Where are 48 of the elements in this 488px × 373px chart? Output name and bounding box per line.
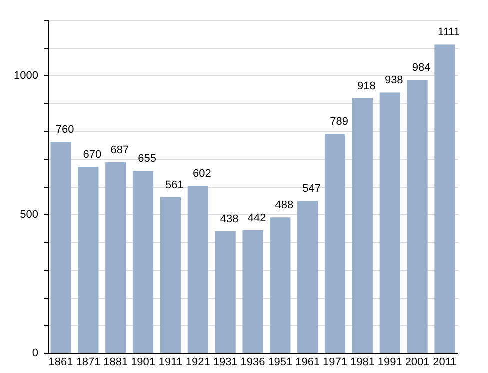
x-tick-label: 1961 (296, 356, 320, 368)
data-label: 602 (192, 168, 212, 180)
data-label: 938 (384, 74, 404, 87)
bar (160, 197, 182, 353)
data-label: 655 (138, 153, 156, 166)
x-tick-label: 1881 (104, 356, 128, 368)
data-label: 442 (248, 212, 266, 224)
x-tick-label: 1936 (240, 356, 266, 368)
x-tick-label: 2011 (433, 356, 457, 368)
data-label: 488 (275, 200, 294, 212)
bar (270, 218, 291, 353)
x-tick-label: 1901 (131, 356, 156, 368)
bar (434, 44, 456, 353)
data-label: 984 (412, 62, 431, 74)
data-label: 789 (330, 116, 348, 128)
bar (50, 142, 72, 353)
bar (407, 80, 428, 353)
bar (215, 231, 236, 353)
x-tick-label: 2001 (405, 356, 430, 368)
x-tick-label: 1981 (350, 356, 375, 368)
bar (242, 230, 264, 353)
bar (324, 134, 346, 353)
bar (188, 186, 208, 353)
x-tick-label: 1971 (323, 356, 348, 368)
x-tick-label: 1991 (378, 356, 402, 368)
data-label: 1111 (438, 26, 460, 39)
bar (298, 201, 318, 353)
data-label: 561 (166, 179, 184, 192)
bar (352, 98, 373, 353)
x-tick-label: 1951 (268, 356, 293, 368)
x-tick-label: 1911 (158, 356, 183, 368)
bar (380, 92, 400, 353)
y-tick-label: 1000 (14, 70, 38, 82)
data-label: 687 (110, 144, 130, 156)
data-label: 547 (302, 183, 322, 196)
x-tick-label: 1861 (48, 356, 74, 368)
data-label: 438 (220, 213, 239, 226)
x-tick-label: 1921 (186, 356, 210, 368)
data-label: 760 (56, 124, 74, 136)
data-label: 670 (83, 149, 102, 162)
data-label: 918 (358, 80, 376, 92)
bar (133, 171, 154, 353)
bar (78, 167, 99, 353)
y-tick-label: 0 (32, 348, 38, 360)
bar (106, 162, 126, 353)
x-tick-label: 1931 (213, 356, 238, 368)
x-tick-label: 1871 (76, 356, 101, 368)
y-tick-label: 500 (20, 208, 38, 221)
